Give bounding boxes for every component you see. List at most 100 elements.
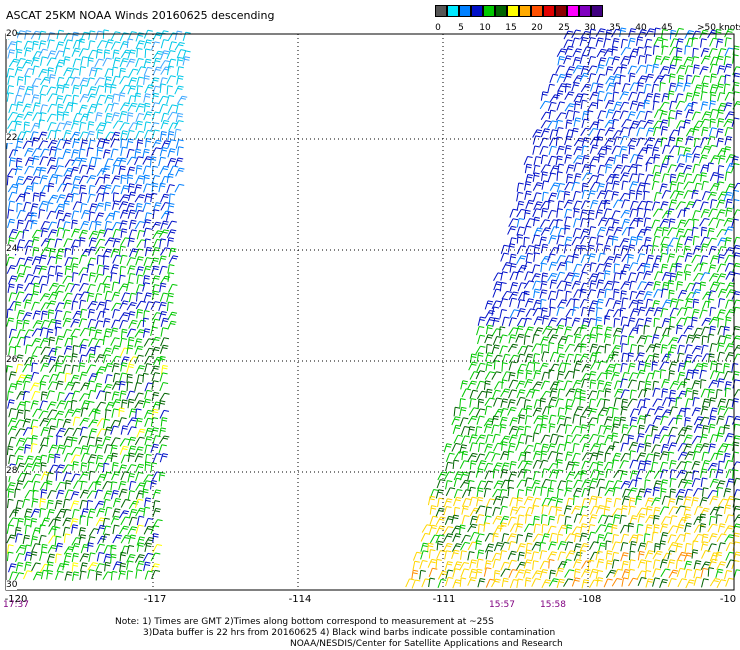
wind-barb xyxy=(7,75,15,85)
lon-tick-108: -108 xyxy=(578,594,602,605)
wind-barb xyxy=(611,236,619,246)
wind-barb xyxy=(621,264,631,274)
wind-barb xyxy=(49,146,57,156)
wind-barb xyxy=(541,207,548,218)
wind-barb xyxy=(555,127,564,137)
wind-barb xyxy=(507,516,517,526)
wind-barb xyxy=(603,425,612,435)
wind-barb xyxy=(32,155,40,166)
wind-barb xyxy=(677,146,685,156)
colorbar-swatch xyxy=(459,5,471,17)
wind-barb xyxy=(589,144,599,154)
wind-barb xyxy=(40,319,50,329)
wind-barb xyxy=(556,244,564,254)
wind-barb xyxy=(547,209,557,219)
wind-barb xyxy=(134,221,145,230)
wind-barb xyxy=(445,569,454,579)
wind-barb xyxy=(475,345,486,355)
wind-barb xyxy=(548,235,557,245)
wind-barb xyxy=(660,344,668,354)
wind-barb xyxy=(604,199,611,210)
wind-barb xyxy=(159,131,167,141)
wind-barb xyxy=(94,489,103,499)
wind-barb xyxy=(643,99,650,110)
wind-barb xyxy=(16,283,24,294)
wind-barb xyxy=(620,47,631,56)
wind-barb xyxy=(716,109,725,119)
wind-barb xyxy=(151,111,161,121)
wind-barb xyxy=(167,237,174,247)
wind-barb xyxy=(595,333,603,343)
wind-barb xyxy=(532,497,541,507)
wind-barb xyxy=(652,380,660,391)
wind-barb xyxy=(120,347,130,357)
wind-barb xyxy=(596,324,603,335)
wind-barb xyxy=(636,299,644,309)
wind-barb xyxy=(72,293,82,303)
wind-barb xyxy=(493,397,502,407)
wind-barb xyxy=(557,480,567,490)
wind-barb xyxy=(612,407,619,418)
wind-barb xyxy=(16,219,24,230)
wind-barb xyxy=(683,471,693,481)
wind-barb xyxy=(158,355,166,366)
wind-barb xyxy=(563,441,572,452)
wind-barb xyxy=(112,534,123,544)
wind-barb xyxy=(491,552,502,562)
wind-barb xyxy=(78,121,87,132)
wind-barb xyxy=(24,444,31,454)
colorbar-swatch xyxy=(471,5,483,17)
wind-barb xyxy=(652,550,663,560)
wind-barb xyxy=(79,184,86,195)
wind-barb xyxy=(605,57,615,67)
wind-barb xyxy=(652,515,660,525)
wind-barb xyxy=(684,417,691,427)
wind-barb xyxy=(491,300,502,310)
wind-barb xyxy=(136,319,146,329)
wind-barb xyxy=(63,200,70,210)
wind-barb xyxy=(144,570,153,580)
wind-barb xyxy=(62,317,72,327)
wind-barb-swaths xyxy=(6,27,740,589)
wind-barb xyxy=(581,579,590,589)
wind-barb xyxy=(55,174,63,185)
wind-barb xyxy=(127,473,135,483)
wind-barb xyxy=(420,550,429,560)
wind-barb xyxy=(652,100,660,111)
wind-barb xyxy=(717,335,726,345)
wind-barb xyxy=(8,454,16,465)
wind-barb xyxy=(126,281,134,292)
wind-barb xyxy=(39,327,48,337)
wind-barb xyxy=(644,442,652,452)
wind-barb xyxy=(167,148,176,158)
wind-barb xyxy=(573,146,583,156)
wind-barb xyxy=(110,131,121,141)
wind-barb xyxy=(733,423,740,434)
wind-barb xyxy=(595,496,603,506)
note-line-2: 3)Data buffer is 22 hrs from 20160625 4)… xyxy=(143,628,556,638)
wind-barb xyxy=(523,523,534,533)
wind-barb xyxy=(166,75,176,84)
wind-barb xyxy=(612,416,620,427)
lat-tick-22: 22 xyxy=(6,133,18,143)
wind-barb xyxy=(151,346,161,356)
wind-barb xyxy=(668,218,676,228)
wind-barb xyxy=(589,541,599,550)
wind-barb xyxy=(605,550,613,560)
wind-barb xyxy=(491,453,501,462)
wind-barb xyxy=(709,468,717,479)
wind-barb xyxy=(699,255,709,265)
wind-barb xyxy=(531,505,540,515)
wind-barb xyxy=(723,326,730,336)
wind-barb xyxy=(692,64,700,74)
wind-barb xyxy=(64,247,71,258)
wind-barb xyxy=(160,39,169,49)
wind-barb xyxy=(47,381,58,390)
wind-barb xyxy=(733,514,740,523)
wind-barb xyxy=(96,40,107,49)
wind-barb xyxy=(126,58,136,68)
wind-barb xyxy=(72,138,80,149)
wind-barb xyxy=(70,437,78,447)
wind-barb xyxy=(683,443,693,453)
wind-barb xyxy=(453,496,462,507)
